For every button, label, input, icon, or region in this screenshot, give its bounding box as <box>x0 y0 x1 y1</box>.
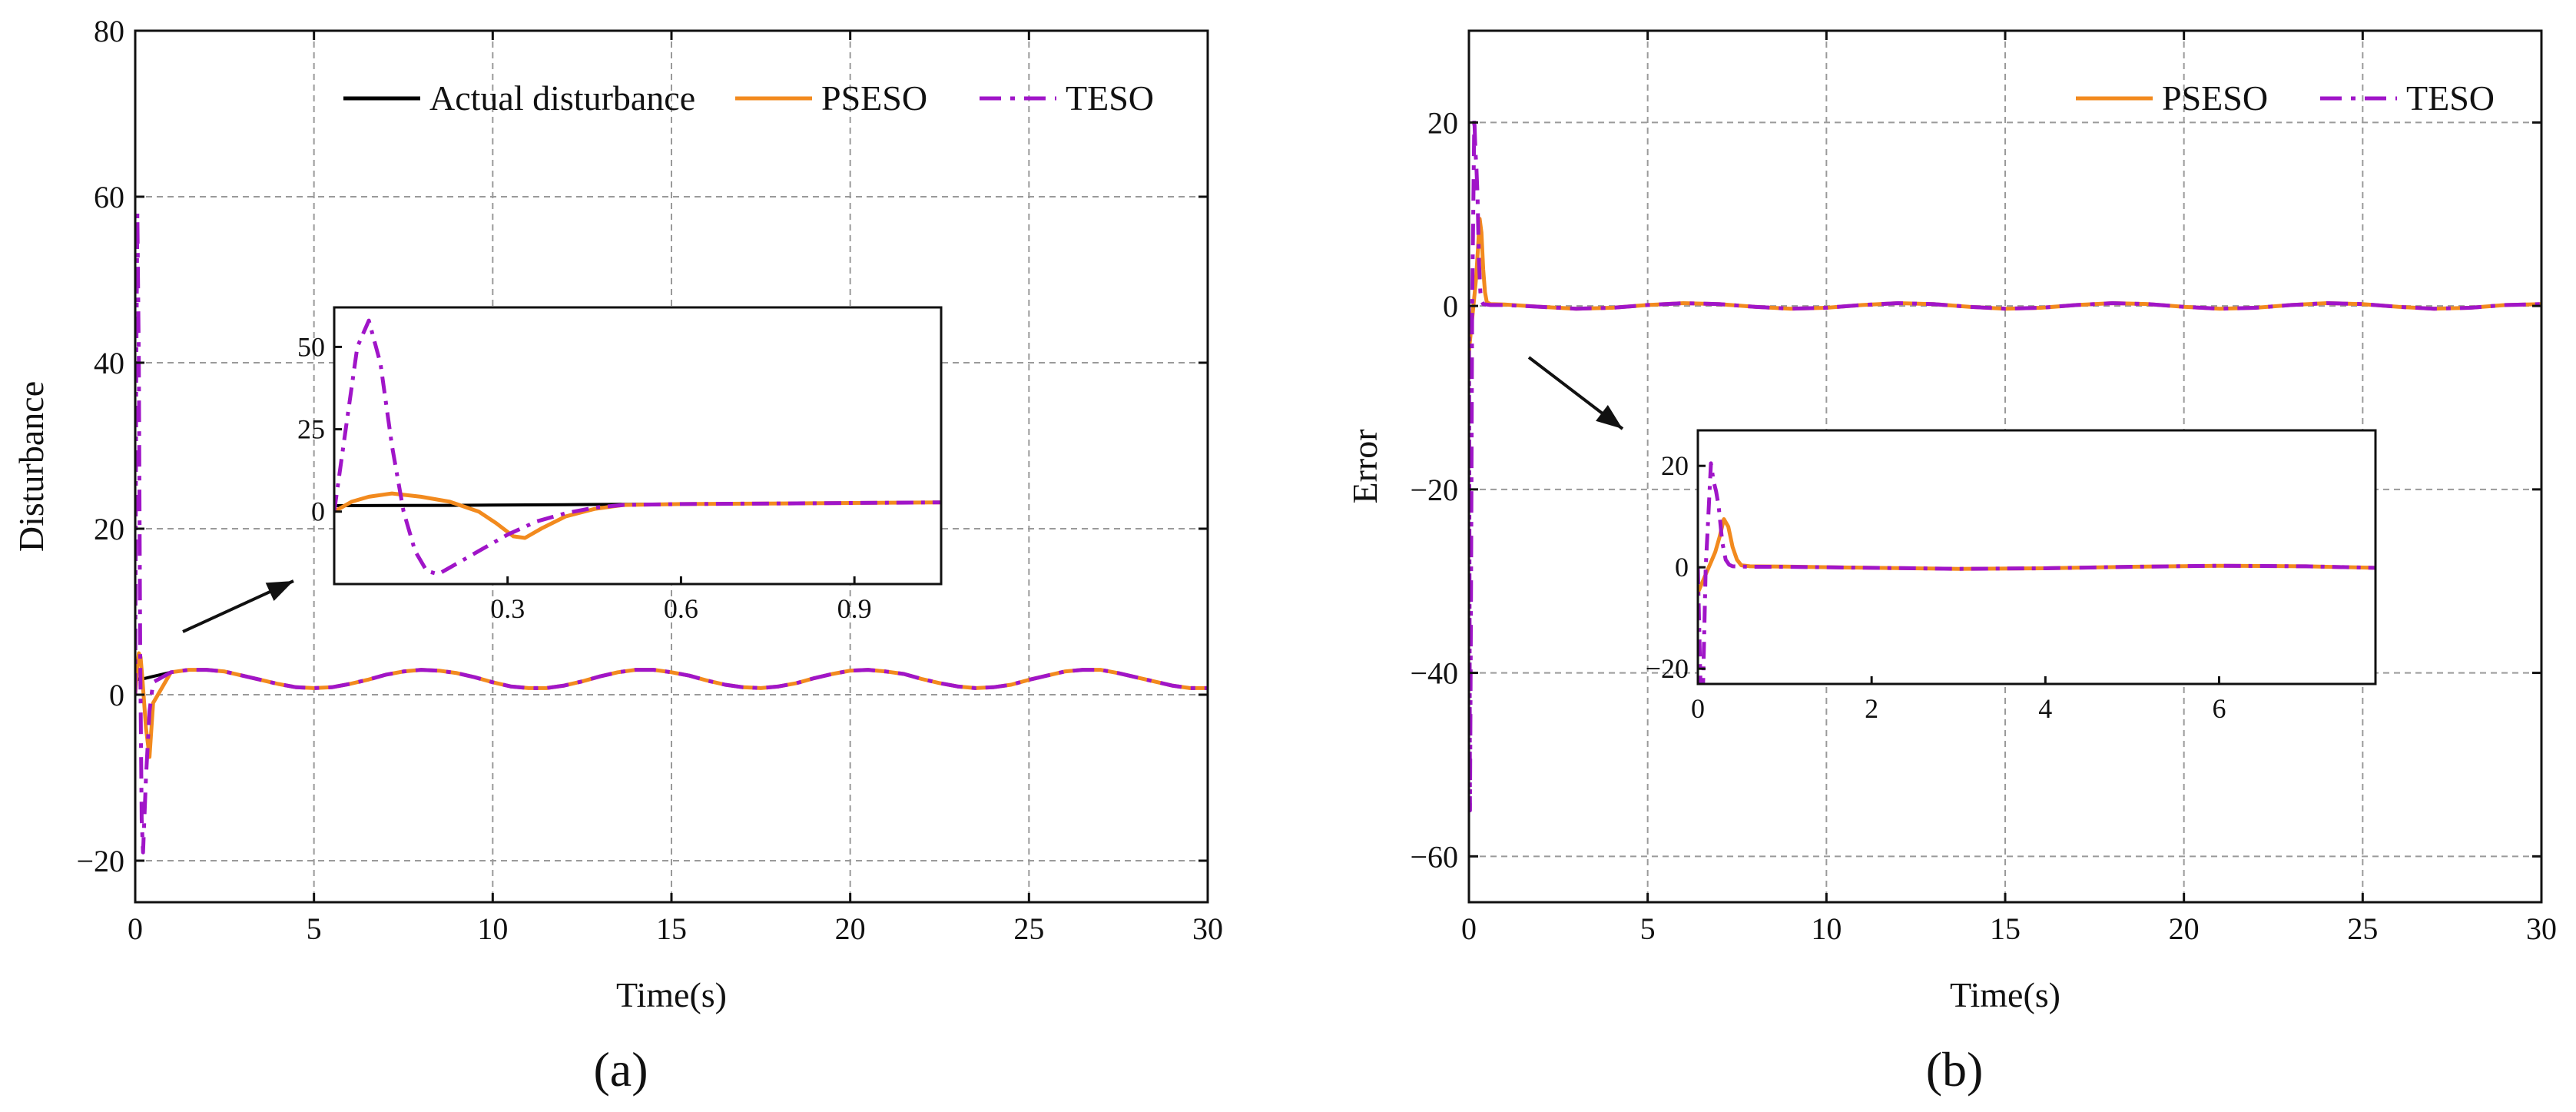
inset-lines <box>1698 461 2375 684</box>
x-tick-label: 30 <box>1192 911 1223 946</box>
chart-b-panel-label: (b) <box>1926 1042 1984 1097</box>
y-tick-label: 80 <box>94 14 124 48</box>
y-tick-label: −20 <box>1410 473 1458 507</box>
inset-x-tick-label: 4 <box>2038 693 2052 724</box>
inset-frame <box>333 306 943 586</box>
x-tick-label: 20 <box>2169 911 2200 946</box>
chart-b-y-axis-label: Error <box>1345 429 1384 503</box>
y-tick-label: 0 <box>1443 289 1458 324</box>
chart-a-grid <box>135 31 1208 902</box>
y-tick-label: 0 <box>109 678 124 712</box>
legend-item-pseso: PSESO <box>735 78 927 118</box>
chart-a-y-axis-label: Disturbance <box>12 381 51 552</box>
legend-label: TESO <box>2406 78 2495 118</box>
legend-label: TESO <box>1066 78 1154 118</box>
inset-lines <box>334 318 941 576</box>
inset-frame <box>1696 429 2377 685</box>
y-tick-label: 20 <box>94 512 124 546</box>
inset-y-tick-label: 25 <box>297 414 325 445</box>
legend-label: PSESO <box>821 78 927 118</box>
x-tick-label: 25 <box>2347 911 2378 946</box>
x-tick-label: 10 <box>477 911 508 946</box>
chart-a-x-axis-label: Time(s) <box>616 975 727 1014</box>
x-tick-label: 25 <box>1013 911 1044 946</box>
inset-series-line-pseso <box>334 491 941 540</box>
x-tick-label: 5 <box>307 911 322 946</box>
arrow-head <box>265 581 293 601</box>
inset-series-line-teso <box>334 318 941 576</box>
chart-a-inset: 0.3 0.6 0.9 0 25 50 <box>297 306 943 624</box>
x-tick-label: 30 <box>2526 911 2557 946</box>
x-tick-label: 5 <box>1640 911 1656 946</box>
inset-y-tick-label: 0 <box>1675 552 1689 583</box>
series-line-teso <box>1469 115 2541 813</box>
inset-x-tick-label: 0.3 <box>490 593 525 624</box>
inset-y-tick-label: 0 <box>311 496 325 527</box>
y-tick-label: −20 <box>76 844 124 878</box>
inset-y-tick-label: −20 <box>1646 653 1689 684</box>
y-tick-label: 60 <box>94 180 124 214</box>
x-tick-label: 15 <box>656 911 687 946</box>
inset-x-tick-label: 0 <box>1691 693 1705 724</box>
arrow-head <box>1596 405 1623 429</box>
inset-x-tick-label: 0.9 <box>837 593 872 624</box>
inset-background <box>334 307 941 584</box>
chart-a-legend: Actual disturbance PSESO TESO <box>343 78 1154 118</box>
x-tick-label: 0 <box>128 911 143 946</box>
chart-b-inset-arrow <box>1527 356 1624 430</box>
x-tick-label: 0 <box>1461 911 1477 946</box>
chart-b-x-axis-label: Time(s) <box>1950 975 2060 1014</box>
y-tick-label: 20 <box>1427 105 1458 140</box>
y-tick-label: −60 <box>1410 839 1458 874</box>
inset-x-tick-label: 2 <box>1865 693 1878 724</box>
chart-b-lines <box>1469 115 2541 813</box>
chart-a-panel-label: (a) <box>593 1042 648 1097</box>
chart-a-lines <box>135 211 1208 855</box>
inset-x-tick-label: 6 <box>2212 693 2226 724</box>
chart-b-legend: PSESO TESO <box>2076 78 2495 118</box>
inset-background <box>1698 430 2375 684</box>
legend-item-teso: TESO <box>2320 78 2495 118</box>
legend-item-actual-disturbance: Actual disturbance <box>343 78 695 118</box>
series-line-pseso <box>135 651 1208 759</box>
inset-series-line-teso <box>1698 461 2375 684</box>
y-tick-label: 40 <box>94 346 124 380</box>
legend-item-pseso: PSESO <box>2076 78 2268 118</box>
legend-item-teso: TESO <box>980 78 1154 118</box>
legend-label: PSESO <box>2162 78 2268 118</box>
inset-y-tick-label: 20 <box>1661 450 1689 481</box>
y-tick-label: −40 <box>1410 656 1458 691</box>
inset-y-tick-label: 50 <box>297 331 325 362</box>
series-line-teso <box>135 211 1208 855</box>
legend-label: Actual disturbance <box>429 78 695 118</box>
chart-a-inset-arrow <box>182 579 294 633</box>
inset-x-tick-label: 0.6 <box>664 593 698 624</box>
x-tick-label: 10 <box>1811 911 1842 946</box>
x-tick-label: 15 <box>1990 911 2021 946</box>
x-tick-label: 20 <box>835 911 866 946</box>
